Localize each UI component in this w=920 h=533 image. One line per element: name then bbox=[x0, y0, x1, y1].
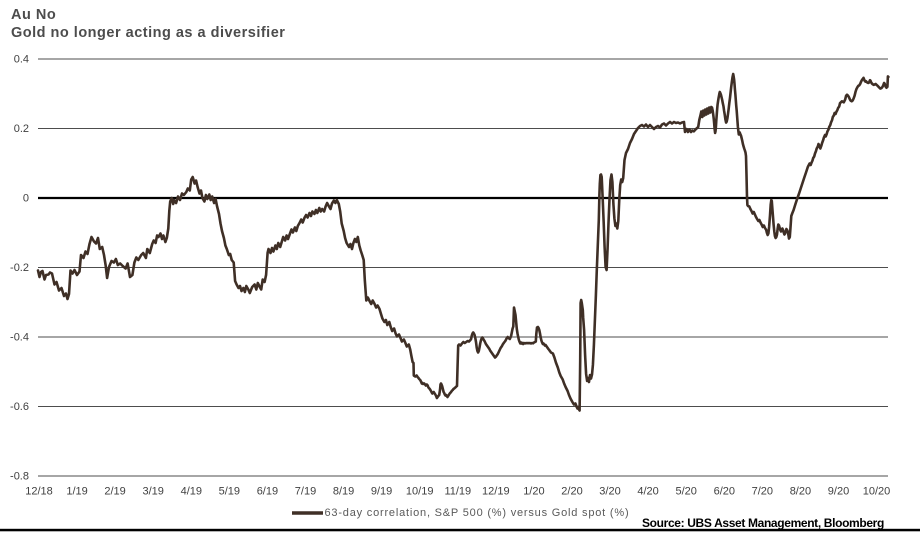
svg-text:-0.8: -0.8 bbox=[10, 471, 29, 483]
svg-text:2/19: 2/19 bbox=[104, 486, 125, 498]
svg-text:0.4: 0.4 bbox=[14, 54, 29, 66]
svg-text:3/20: 3/20 bbox=[599, 486, 620, 498]
svg-text:Source: UBS Asset Management,: Source: UBS Asset Management, Bloomberg bbox=[642, 516, 884, 530]
svg-text:9/20: 9/20 bbox=[828, 486, 849, 498]
svg-text:10/19: 10/19 bbox=[406, 486, 434, 498]
svg-text:8/20: 8/20 bbox=[790, 486, 811, 498]
svg-text:1/19: 1/19 bbox=[66, 486, 87, 498]
svg-text:1/20: 1/20 bbox=[523, 486, 544, 498]
svg-text:7/20: 7/20 bbox=[752, 486, 773, 498]
svg-text:-0.2: -0.2 bbox=[10, 262, 29, 274]
svg-text:11/19: 11/19 bbox=[444, 486, 471, 498]
svg-text:4/20: 4/20 bbox=[637, 486, 658, 498]
svg-text:6/19: 6/19 bbox=[257, 486, 278, 498]
svg-text:7/19: 7/19 bbox=[295, 486, 316, 498]
svg-text:6/20: 6/20 bbox=[714, 486, 735, 498]
svg-text:10/20: 10/20 bbox=[863, 486, 891, 498]
svg-text:-0.4: -0.4 bbox=[10, 332, 29, 344]
svg-text:5/19: 5/19 bbox=[219, 486, 240, 498]
svg-text:2/20: 2/20 bbox=[561, 486, 582, 498]
svg-text:12/18: 12/18 bbox=[25, 486, 53, 498]
svg-text:9/19: 9/19 bbox=[371, 486, 392, 498]
svg-text:12/19: 12/19 bbox=[482, 486, 510, 498]
svg-text:63-day correlation, S&P 500 (%: 63-day correlation, S&P 500 (%) versus G… bbox=[325, 507, 630, 519]
svg-text:4/19: 4/19 bbox=[181, 486, 202, 498]
svg-text:5/20: 5/20 bbox=[675, 486, 696, 498]
svg-text:-0.6: -0.6 bbox=[10, 401, 29, 413]
svg-text:3/19: 3/19 bbox=[142, 486, 163, 498]
svg-text:0.2: 0.2 bbox=[14, 123, 29, 135]
svg-text:8/19: 8/19 bbox=[333, 486, 354, 498]
svg-text:0: 0 bbox=[23, 193, 29, 205]
